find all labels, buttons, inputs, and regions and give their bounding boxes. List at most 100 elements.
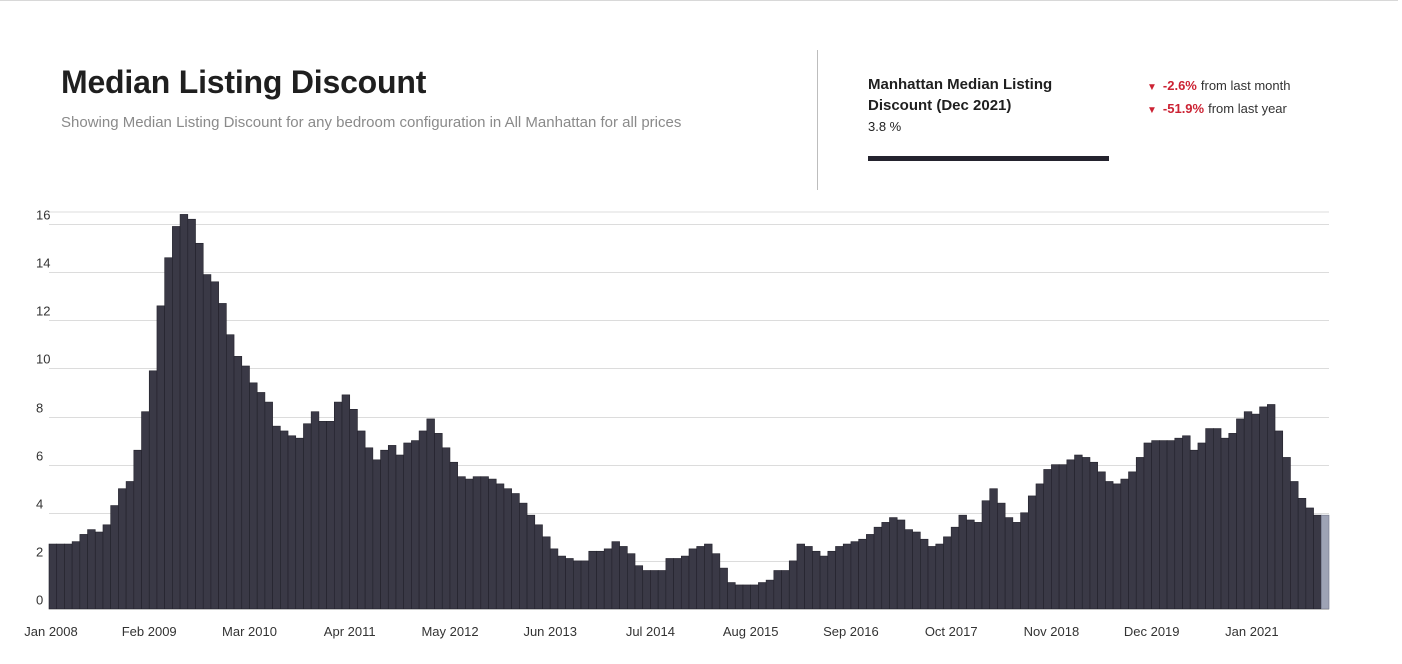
bar [650,570,659,610]
x-tick-label: Jan 2021 [1225,624,1279,639]
bar [989,488,998,610]
bar [1220,437,1230,610]
y-tick-label: 2 [36,545,43,560]
bar [156,305,165,610]
bar [1143,442,1152,610]
bar [781,570,790,610]
header-divider [817,50,818,190]
bar [210,281,219,610]
bar [1004,517,1014,610]
summary-bar [868,156,1109,161]
bar [819,555,829,610]
bar [1205,428,1214,610]
bar [426,418,435,610]
bar [1251,413,1260,610]
bar [310,411,320,610]
bar [719,567,728,610]
change-from-last-month: ▼ -2.6% from last month [1147,78,1290,93]
bar [148,370,158,610]
bar [788,560,798,610]
bar [557,555,566,610]
change-month-value: -2.6% [1162,78,1197,93]
bar [858,538,867,610]
bar [403,442,412,610]
bar [1197,442,1206,610]
bar [526,514,536,610]
bar [1035,483,1044,610]
bar [511,493,520,610]
y-tick-label: 16 [36,208,50,223]
y-tick-label: 4 [36,497,43,512]
bar [596,550,605,610]
bar [920,538,929,610]
bar [457,476,466,610]
bar [326,421,335,610]
y-tick-label: 8 [36,401,43,416]
bar [997,502,1006,610]
bar [472,476,482,610]
bar [765,579,775,610]
bar [1089,461,1098,610]
x-tick-label: Sep 2016 [823,624,879,639]
bar [1135,457,1145,610]
bar [804,546,813,610]
y-tick-label: 6 [36,449,43,464]
bar [696,546,705,610]
x-tick-label: Feb 2009 [122,624,177,639]
bar-chart: 0 2 4 6 8 10 12 14 16 Jan 2008 Feb 2009 Mar 2010 Apr… [24,208,1330,639]
bar [318,421,327,610]
bar [750,584,759,610]
bar [827,550,836,610]
bar [973,522,983,610]
bar [850,541,859,610]
bar [665,558,674,610]
bar [603,548,613,610]
bar [542,536,551,610]
bar [79,534,88,610]
bar [912,531,921,610]
y-tick-label: 0 [36,593,43,608]
bar [349,409,358,610]
bar [71,541,81,610]
bar [465,478,474,610]
bar [519,502,528,610]
bar [94,531,104,610]
x-tick-label: Dec 2019 [1124,624,1180,639]
bar [357,430,366,610]
bar [1074,454,1083,610]
change-year-text: from last year [1208,101,1287,116]
bar [619,546,628,610]
bar [1282,457,1291,610]
bar [642,570,651,610]
bar [704,543,713,610]
bar [333,401,343,610]
bar [488,478,497,610]
bar [896,519,906,610]
bar [172,226,181,610]
bar [218,303,227,610]
bar [495,483,505,610]
x-tick-label: Apr 2011 [324,624,376,639]
bar [1228,433,1237,610]
bar [1112,483,1122,610]
bar [118,488,127,610]
bar [480,476,489,610]
bar [835,546,844,610]
bar [380,449,389,610]
summary-label: Manhattan Median Listing Discount (Dec 2… [868,76,1053,114]
bar [287,435,297,610]
bar [1066,459,1075,610]
bar [688,548,698,610]
y-tick-label: 10 [36,352,50,367]
bar [503,488,512,610]
page-subtitle: Showing Median Listing Discount for any … [61,114,682,131]
bar [295,437,304,610]
bar [187,218,196,610]
bar [773,570,782,610]
x-tick-label: Oct 2017 [925,624,978,639]
bar [1259,406,1268,610]
bar [742,584,751,610]
bar [1043,469,1052,610]
bar [56,543,65,610]
bar [256,392,266,610]
